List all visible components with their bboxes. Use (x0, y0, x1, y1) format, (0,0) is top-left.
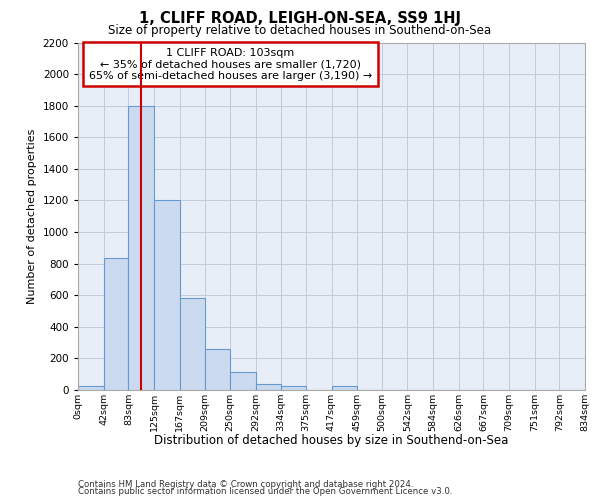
Text: Contains HM Land Registry data © Crown copyright and database right 2024.: Contains HM Land Registry data © Crown c… (78, 480, 413, 489)
Text: Size of property relative to detached houses in Southend-on-Sea: Size of property relative to detached ho… (109, 24, 491, 37)
Bar (78, 386, 104, 390)
Text: 1 CLIFF ROAD: 103sqm
← 35% of detached houses are smaller (1,720)
65% of semi-de: 1 CLIFF ROAD: 103sqm ← 35% of detached h… (89, 48, 372, 81)
Text: 1, CLIFF ROAD, LEIGH-ON-SEA, SS9 1HJ: 1, CLIFF ROAD, LEIGH-ON-SEA, SS9 1HJ (139, 11, 461, 26)
Bar (281, 386, 306, 390)
Bar (256, 384, 281, 390)
Bar (154, 200, 179, 390)
Text: Contains public sector information licensed under the Open Government Licence v3: Contains public sector information licen… (78, 487, 452, 496)
Bar (104, 258, 128, 390)
X-axis label: Distribution of detached houses by size in Southend-on-Sea: Distribution of detached houses by size … (154, 434, 509, 447)
Bar (331, 386, 357, 390)
Bar (230, 372, 256, 390)
Bar (205, 349, 230, 390)
Bar (128, 106, 154, 390)
Bar (179, 298, 205, 390)
Y-axis label: Number of detached properties: Number of detached properties (27, 128, 37, 304)
